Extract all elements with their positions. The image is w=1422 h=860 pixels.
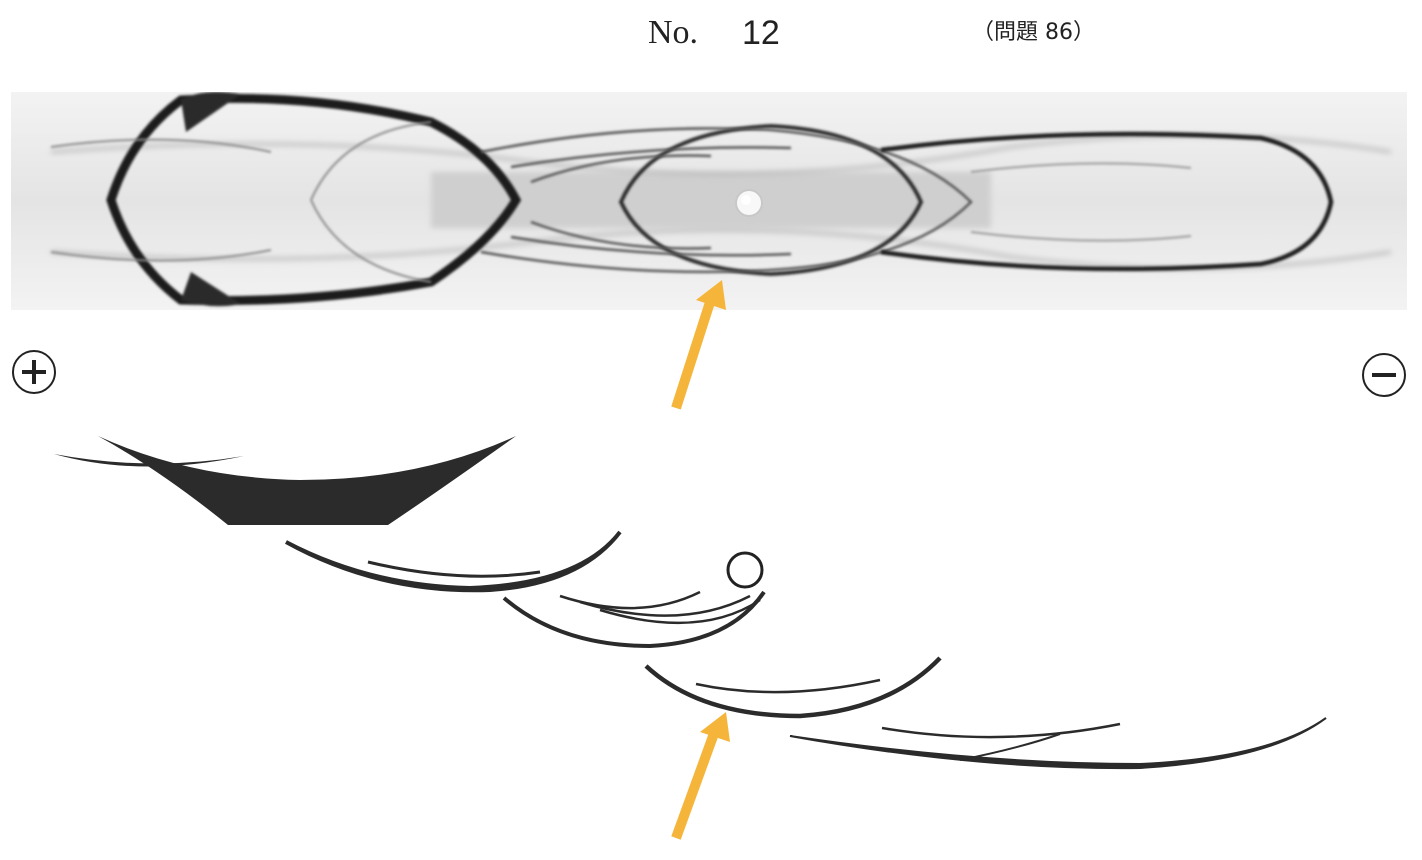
precipitin-arc-3b [559, 590, 701, 610]
precipitin-arc-1b [54, 454, 244, 467]
precipitin-arc-3d [599, 598, 761, 625]
problem-reference: （問題 86） [972, 20, 1095, 45]
precipitin-arc-2b [367, 560, 541, 578]
arrow-upper [671, 280, 726, 410]
precipitin-arc-4b [695, 678, 881, 694]
precipitin-arc-4 [644, 656, 942, 719]
number-label: No. [648, 14, 699, 51]
precipitin-arc-3 [502, 590, 766, 649]
number-value: 12 [742, 14, 780, 52]
precipitin-arc-1 [98, 436, 516, 525]
electrophoresis-photo [11, 92, 1407, 310]
header: No. 12 （問題 86） [0, 8, 1422, 54]
precipitin-arc-2 [285, 530, 622, 593]
precipitin-arc-3c [579, 594, 751, 617]
arrow-lower [671, 712, 730, 840]
minus-icon [1362, 353, 1406, 397]
antigen-well [726, 551, 764, 589]
plus-icon [12, 350, 56, 394]
precipitin-arc-5 [789, 717, 1327, 770]
precipitin-arc-5c [959, 733, 1061, 761]
precipitin-arc-5b [881, 722, 1121, 739]
